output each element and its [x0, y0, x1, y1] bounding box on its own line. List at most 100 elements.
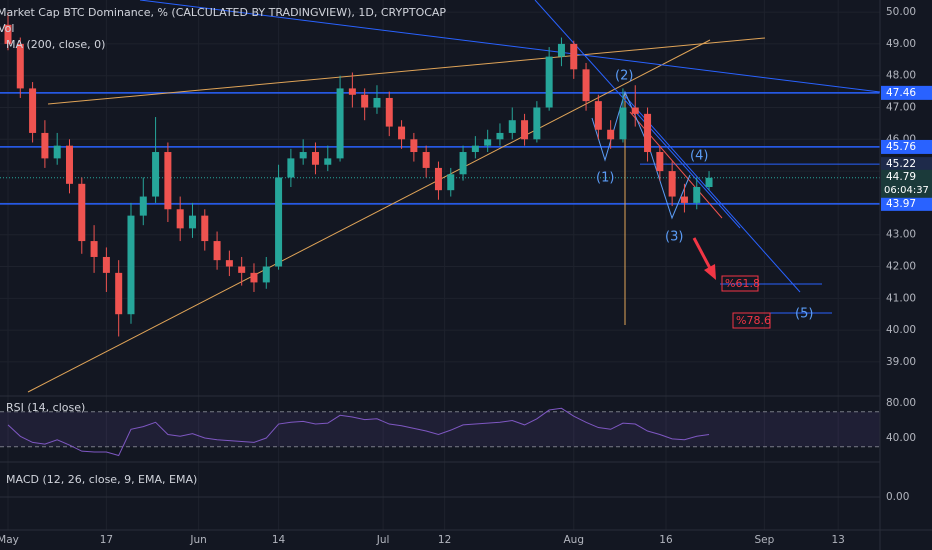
level-label: 47.46: [886, 87, 916, 99]
candle-body: [361, 94, 369, 108]
macd-tick-label: 0.00: [886, 491, 909, 503]
candle-body: [102, 256, 110, 273]
candle-body: [693, 187, 701, 203]
candle-body: [385, 97, 393, 127]
candle-body: [619, 107, 627, 140]
x-tick-label: 17: [100, 534, 113, 546]
y-tick-label: 49.00: [886, 38, 916, 50]
candle-body: [582, 69, 590, 102]
candle-body: [213, 241, 221, 261]
candle-body: [398, 126, 406, 140]
y-tick-label: 42.00: [886, 261, 916, 273]
candle-body: [459, 152, 467, 175]
candle-body: [607, 129, 615, 140]
rsi-tick-label: 40.00: [886, 432, 916, 444]
candle-body: [152, 152, 160, 197]
level-tag: [881, 139, 932, 154]
x-tick-label: 14: [272, 534, 286, 546]
trendline: [47, 37, 766, 105]
candle-body: [188, 215, 196, 229]
candle-body: [225, 260, 233, 267]
wave-label: (4): [690, 149, 708, 164]
candle-body: [434, 167, 442, 191]
wave-label: (3): [665, 230, 683, 245]
x-tick-label: 13: [831, 534, 844, 546]
y-tick-label: 41.00: [886, 292, 916, 304]
candle-body: [594, 101, 602, 130]
fib-box: [721, 275, 759, 292]
candle-body: [176, 209, 184, 229]
candle-body: [410, 139, 418, 153]
chart-title: Market Cap BTC Dominance, % (CALCULATED …: [0, 6, 446, 19]
candle-body: [508, 120, 516, 133]
candle-body: [496, 132, 504, 140]
level-label: 45.22: [886, 158, 916, 170]
x-tick-label: Aug: [563, 534, 584, 546]
rsi-line: [7, 407, 710, 457]
candle-body: [201, 215, 209, 242]
rsi-tick-label: 80.00: [886, 397, 916, 409]
wave-path: [591, 90, 691, 220]
candle-body: [484, 139, 492, 146]
rsi-band: [0, 411, 880, 447]
level-tag: [881, 85, 932, 100]
wave-label: (2): [615, 69, 633, 84]
candle-body: [53, 145, 61, 159]
candle-body: [90, 241, 98, 257]
x-tick-label: Sep: [754, 534, 774, 546]
last-price-label: 44.79: [886, 171, 916, 183]
x-tick-label: May: [0, 534, 19, 546]
y-tick-label: 48.00: [886, 70, 916, 82]
wave-label: (5): [795, 307, 813, 322]
candle-body: [348, 88, 356, 95]
candle-body: [311, 152, 319, 165]
macd-label: MACD (12, 26, close, 9, EMA, EMA): [6, 473, 197, 486]
y-tick-label: 39.00: [886, 356, 916, 368]
candle-body: [373, 97, 381, 108]
drawings: [27, 0, 881, 393]
level-label: 45.76: [886, 141, 916, 153]
volume-label: Vol: [0, 22, 14, 35]
candle-body: [262, 266, 270, 283]
trendline: [624, 95, 801, 293]
candle-body: [324, 158, 332, 165]
fib-label: %61.8: [725, 277, 760, 290]
x-tick-label: 12: [438, 534, 451, 546]
candle-body: [668, 171, 676, 197]
candle-body: [557, 43, 565, 57]
candle-body: [656, 152, 664, 172]
candle-body: [41, 132, 49, 159]
level-tag: [881, 196, 932, 211]
candle-body: [164, 152, 172, 210]
rsi-label: RSI (14, close): [6, 401, 85, 414]
x-tick-label: 16: [659, 534, 673, 546]
candle-body: [115, 272, 123, 315]
candle-body: [139, 196, 147, 216]
candle-body: [299, 152, 307, 159]
candle-body: [16, 43, 24, 89]
wave-label: (1): [596, 171, 614, 186]
grid: [0, 0, 880, 530]
level-tag: [881, 157, 932, 172]
candle-body: [471, 145, 479, 153]
candle-body: [127, 215, 135, 315]
candle-body: [521, 120, 529, 140]
candle-body: [447, 174, 455, 191]
countdown: 06:04:37: [884, 185, 929, 196]
y-tick-label: 40.00: [886, 324, 916, 336]
candle-body: [250, 272, 258, 283]
candle-body: [545, 56, 553, 108]
candle-body: [4, 24, 12, 44]
candle-body: [78, 183, 86, 242]
candle-body: [680, 196, 688, 203]
candle-body: [422, 152, 430, 168]
candle-body: [287, 158, 295, 178]
trendline: [139, 0, 881, 93]
y-tick-label: 43.00: [886, 229, 916, 241]
marks: [4, 12, 713, 457]
x-tick-label: Jul: [376, 534, 390, 546]
last-price-tag: [881, 169, 932, 198]
candle-body: [533, 107, 541, 140]
fib-box: [732, 312, 771, 329]
